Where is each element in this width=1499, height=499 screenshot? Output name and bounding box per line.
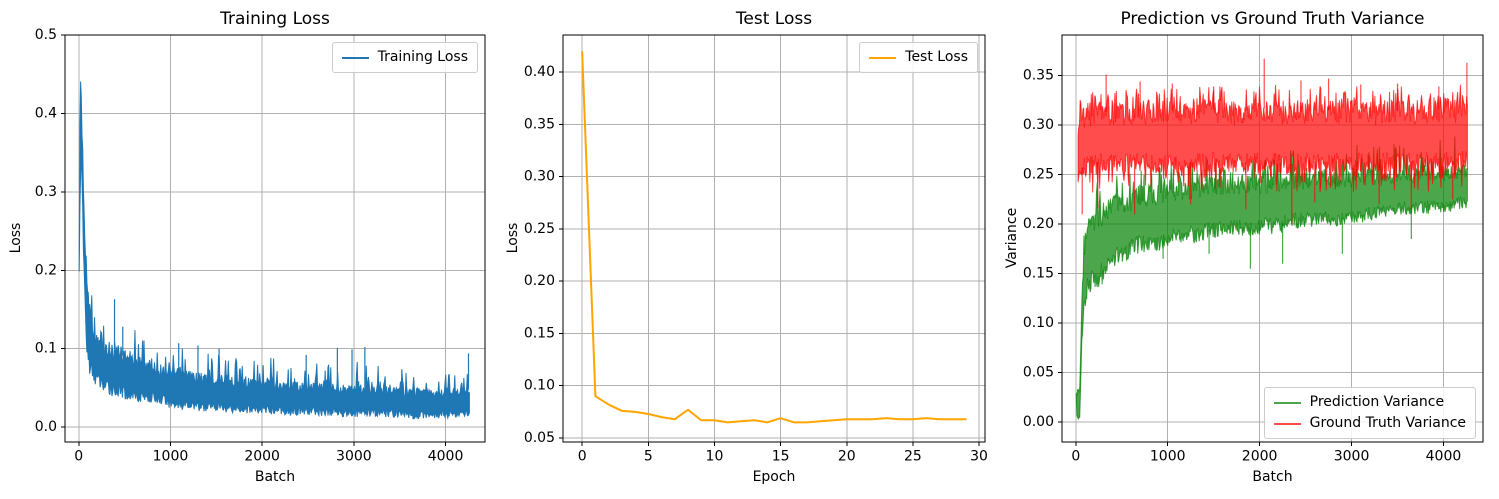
variance-ylabel: Variance xyxy=(1004,207,1020,269)
y-tick-label: 0.05 xyxy=(524,430,555,446)
y-tick-label: 0.10 xyxy=(524,378,555,394)
legend-entry-training-loss: Training Loss xyxy=(341,47,468,68)
x-tick-label: 25 xyxy=(904,449,922,465)
y-tick-label: 0.20 xyxy=(524,273,555,289)
y-tick-label: 0.4 xyxy=(35,105,57,121)
legend-label: Test Loss xyxy=(905,49,968,65)
x-tick-label: 2000 xyxy=(244,449,280,465)
y-tick-label: 0.3 xyxy=(35,184,57,200)
legend-label: Ground Truth Variance xyxy=(1309,415,1466,431)
series-group xyxy=(1075,58,1468,420)
y-tick-label: 0.25 xyxy=(524,221,555,237)
y-tick-label: 0.10 xyxy=(1023,315,1054,331)
x-tick-label: 0 xyxy=(74,449,83,465)
training-loss-title: Training Loss xyxy=(220,9,330,29)
y-tick-label: 0.30 xyxy=(1023,117,1054,133)
axes-spines xyxy=(562,34,986,443)
x-tick-label: 5 xyxy=(644,449,653,465)
y-tick-label: 0.1 xyxy=(35,341,57,357)
x-tick-label: 3000 xyxy=(336,449,372,465)
test-loss-legend: Test Loss xyxy=(859,42,978,73)
x-tick-label: 4000 xyxy=(1426,449,1462,465)
variance-title: Prediction vs Ground Truth Variance xyxy=(1120,9,1425,29)
x-tick-label: 1000 xyxy=(153,449,189,465)
prediction-variance-line-swatch xyxy=(1273,401,1301,404)
series-ground-truth-variance xyxy=(1077,84,1468,193)
y-tick-label: 0.20 xyxy=(1023,216,1054,232)
y-tick-label: 0.35 xyxy=(524,116,555,132)
x-tick-label: 1000 xyxy=(1150,449,1186,465)
y-tick-label: 0.5 xyxy=(35,27,57,43)
x-tick-label: 2000 xyxy=(1242,449,1278,465)
training-loss-legend: Training Loss xyxy=(331,42,478,73)
legend-entry-prediction-variance: Prediction Variance xyxy=(1273,392,1466,413)
y-tick-label: 0.30 xyxy=(524,169,555,185)
y-tick-label: 0.40 xyxy=(524,64,555,80)
ground-truth-variance-line-swatch xyxy=(1273,422,1301,425)
x-tick-label: 30 xyxy=(970,449,988,465)
test-loss-ylabel: Loss xyxy=(505,222,521,254)
variance-legend: Prediction Variance Ground Truth Varianc… xyxy=(1263,387,1476,439)
x-tick-label: 20 xyxy=(838,449,856,465)
training-loss-ylabel: Loss xyxy=(8,222,24,254)
y-tick-label: 0.15 xyxy=(1023,266,1054,282)
x-tick-label: 4000 xyxy=(428,449,464,465)
axes-spines xyxy=(1061,34,1484,443)
series-training-loss xyxy=(78,81,470,420)
training-loss-line-swatch xyxy=(341,56,369,59)
y-tick-label: 0.00 xyxy=(1023,414,1054,430)
x-tick-label: 15 xyxy=(772,449,790,465)
series-test-loss xyxy=(581,51,967,424)
axes-spines xyxy=(64,34,486,443)
x-tick-label: 10 xyxy=(706,449,724,465)
y-tick-label: 0.35 xyxy=(1023,68,1054,84)
series-group xyxy=(581,51,967,424)
test-loss-title: Test Loss xyxy=(735,9,813,29)
training-loss-xlabel: Batch xyxy=(254,469,296,485)
x-tick-label: 0 xyxy=(1071,449,1080,465)
legend-label: Training Loss xyxy=(377,49,468,65)
y-tick-label: 0.2 xyxy=(35,262,57,278)
x-tick-label: 3000 xyxy=(1334,449,1370,465)
y-tick-label: 0.25 xyxy=(1023,167,1054,183)
y-tick-label: 0.15 xyxy=(524,325,555,341)
legend-entry-ground-truth-variance: Ground Truth Variance xyxy=(1273,413,1466,434)
series-group xyxy=(78,81,470,420)
test-loss-xlabel: Epoch xyxy=(752,469,796,485)
legend-entry-test-loss: Test Loss xyxy=(869,47,968,68)
test-loss-line-swatch xyxy=(869,56,897,59)
x-tick-label: 0 xyxy=(578,449,587,465)
y-tick-label: 0.05 xyxy=(1023,365,1054,381)
y-tick-label: 0.0 xyxy=(35,419,57,435)
variance-xlabel: Batch xyxy=(1252,469,1293,485)
legend-label: Prediction Variance xyxy=(1309,394,1445,410)
